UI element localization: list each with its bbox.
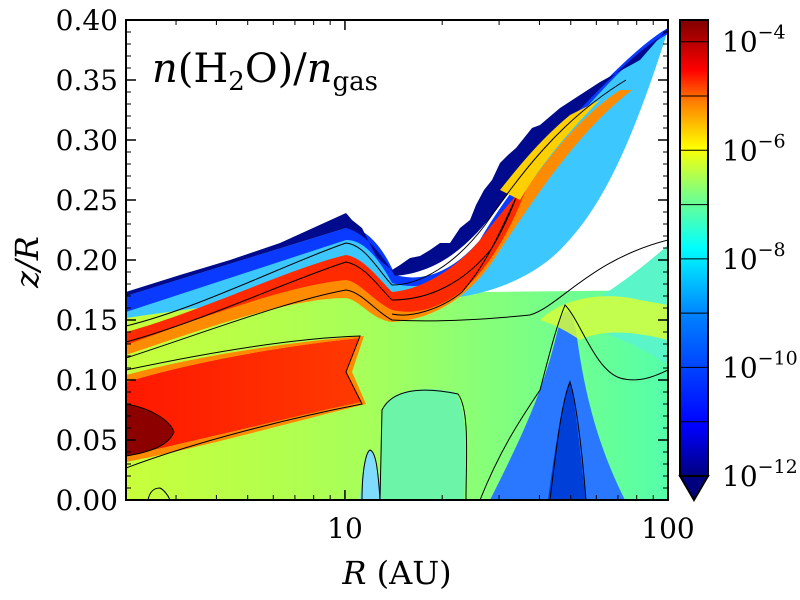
y-tick-label-1: 0.05 bbox=[56, 424, 118, 457]
y-axis-label: z/R bbox=[8, 236, 46, 289]
colorbar-tick-label-3: 10−10 bbox=[722, 347, 798, 384]
colorbar-tick-base: 10 bbox=[722, 134, 758, 167]
contour-3 bbox=[126, 239, 668, 359]
colorbar-tick-base: 10 bbox=[722, 460, 758, 493]
contour-4 bbox=[126, 335, 363, 469]
title-close-paren: ) bbox=[278, 46, 294, 92]
contour-10 bbox=[147, 487, 171, 500]
warm-layer-red bbox=[126, 184, 528, 345]
inner-core-peak bbox=[126, 404, 174, 456]
plot-title: n(H2O)/ngas bbox=[152, 46, 378, 97]
title-sub2: 2 bbox=[228, 67, 245, 97]
heatmap-plot bbox=[126, 20, 668, 500]
x-axis-ticks: 10 100 bbox=[175, 20, 695, 545]
colorbar-tick-label-2: 10−8 bbox=[722, 239, 786, 276]
contour-1 bbox=[126, 79, 627, 327]
title-open-paren: ( bbox=[178, 46, 194, 92]
y-tick-label-5: 0.25 bbox=[56, 184, 118, 217]
colorbar-tick-label-4: 10−12 bbox=[722, 456, 798, 493]
y-axis-ticks: 0.00 0.05 0.10 0.15 0.20 0.25 0.30 0.35 0.40 bbox=[56, 4, 668, 517]
title-h: H bbox=[193, 46, 228, 92]
y-tick-label-8: 0.40 bbox=[56, 4, 118, 37]
contour-7 bbox=[361, 449, 381, 500]
title-ngas-sub: gas bbox=[332, 67, 378, 97]
x-axis-label-unit: (AU) bbox=[366, 554, 451, 592]
colorbar-tick-exponent: −6 bbox=[758, 130, 786, 152]
surface-lightblue bbox=[126, 28, 668, 318]
title-n: n bbox=[152, 46, 178, 92]
colorbar-gradient bbox=[680, 20, 708, 476]
midplane-green-patch bbox=[380, 389, 466, 500]
colorbar-extend-min bbox=[678, 475, 710, 502]
colorbar-tick-exponent: −8 bbox=[758, 239, 786, 261]
y-tick-label-3: 0.15 bbox=[56, 304, 118, 337]
surface-blue-band bbox=[126, 28, 668, 312]
contour-5 bbox=[126, 403, 175, 457]
colorbar-tick-exponent: −10 bbox=[758, 347, 798, 369]
colorbar-tick-base: 10 bbox=[722, 26, 758, 59]
title-slash: / bbox=[293, 46, 307, 92]
y-tick-label-7: 0.35 bbox=[56, 64, 118, 97]
y-tick-label-6: 0.30 bbox=[56, 124, 118, 157]
contour-8 bbox=[479, 304, 668, 500]
contour-9 bbox=[549, 380, 587, 500]
title-ngas-n: n bbox=[307, 46, 333, 92]
contour-2 bbox=[126, 197, 517, 343]
colorbar-tick-base: 10 bbox=[722, 351, 758, 384]
title-o: O bbox=[245, 46, 278, 92]
outer-depletion-cone bbox=[490, 311, 625, 500]
colorbar-tick-exponent: −4 bbox=[758, 22, 786, 44]
outer-depletion-core bbox=[548, 380, 586, 500]
colorbar-tick-label-1: 10−6 bbox=[722, 130, 786, 167]
contour-6 bbox=[379, 389, 468, 500]
colorbar-tick-base: 10 bbox=[722, 243, 758, 276]
y-tick-label-0: 0.00 bbox=[56, 484, 118, 517]
x-axis-label-var: R bbox=[341, 554, 366, 592]
y-tick-label-2: 0.10 bbox=[56, 364, 118, 397]
warm-layer-orange bbox=[126, 90, 632, 355]
outer-yellow-ridge bbox=[540, 296, 668, 340]
warm-layer-yellow-tip bbox=[500, 100, 600, 200]
x-tick-label-1: 100 bbox=[641, 512, 694, 545]
inner-red-wedge bbox=[126, 338, 362, 456]
x-axis-label: R (AU) bbox=[341, 554, 451, 592]
x-tick-label-0: 10 bbox=[327, 512, 363, 545]
colorbar-tick-label-0: 10−4 bbox=[722, 22, 786, 59]
contour-lines bbox=[126, 79, 668, 500]
y-tick-label-4: 0.20 bbox=[56, 244, 118, 277]
colorbar-tick-exponent: −12 bbox=[758, 456, 798, 478]
